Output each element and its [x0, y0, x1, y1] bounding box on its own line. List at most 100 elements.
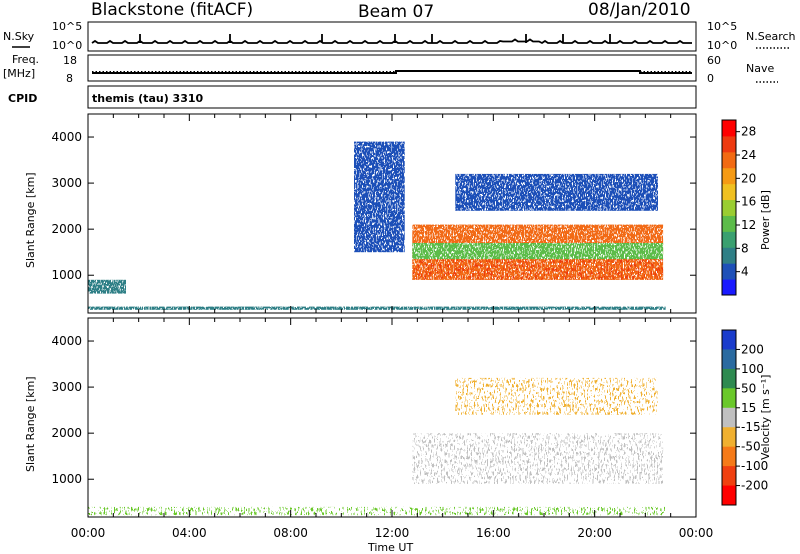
scatter-region-far-sparse-scatter: [455, 377, 658, 415]
nsky-tick-bottom: 10^0: [52, 39, 82, 52]
freq-tick-top: 18: [63, 54, 77, 67]
cpid-label: CPID: [8, 92, 37, 105]
colorbar-swatch: [722, 120, 736, 137]
y-tick-label: 4000: [51, 130, 82, 144]
colorbar-swatch: [722, 247, 736, 264]
y-tick-label: 2000: [51, 426, 82, 440]
cpid-value: themis (tau) 3310: [92, 92, 204, 105]
colorbar-tick-label: 15: [741, 401, 756, 415]
y-tick-label: 2000: [51, 222, 82, 236]
power-panel: 1000 2000 3000 4000 Slant Range [km] 4 8 12 16…: [24, 113, 772, 314]
colorbar-swatch: [722, 263, 736, 280]
scatter-region-far-sparse-scatter: [455, 173, 658, 211]
time-axis-title: Time UT: [367, 541, 413, 554]
colorbar-swatch: [722, 368, 736, 389]
power-data-layer: [88, 141, 666, 310]
nsky-tick-top: 10^5: [52, 20, 82, 33]
colorbar-tick-label: 8: [741, 241, 749, 255]
colorbar-swatch: [722, 167, 736, 185]
y-tick-label: 1000: [51, 472, 82, 486]
y-tick-label: 1000: [51, 268, 82, 282]
freq-label: Freq.: [12, 53, 39, 66]
velocity-ticks: 1000 2000 3000 4000: [51, 318, 697, 517]
velocity-panel: 1000 2000 3000 4000 Slant Range [km] 200 100…: [24, 317, 772, 518]
colorbar-tick-label: -50: [741, 440, 761, 454]
freq-frame: [87, 54, 697, 82]
colorbar-swatch: [722, 199, 736, 216]
nsky-trace: [91, 34, 692, 45]
velocity-data-layer: [88, 377, 666, 516]
scatter-region-main-band-low-velocity: [412, 433, 664, 484]
colorbar-tick-label: -100: [741, 459, 768, 473]
colorbar-swatch: [722, 330, 736, 350]
nave-tick-top: 60: [707, 54, 721, 67]
nsearch-tick-bottom: 10^0: [707, 39, 737, 52]
velocity-colorbar: 200 100 50 15 -15 -50 -100 -200: [721, 329, 768, 506]
colorbar-tick-label: 50: [741, 381, 756, 395]
colorbar-swatch: [722, 231, 736, 248]
nave-label: Nave: [746, 62, 774, 75]
colorbar-tick-label: 12: [741, 218, 756, 232]
velocity-colorbar-label: Velocity [m s⁻¹]: [759, 375, 772, 460]
scatter-region-ground-scatter-near-range: [88, 306, 666, 310]
scatter-region-ground-scatter-near-range: [88, 506, 666, 516]
x-tick-label: 08:00: [273, 526, 308, 540]
x-tick-label: 04:00: [172, 526, 207, 540]
colorbar-swatch: [722, 151, 736, 169]
date-label: 08/Jan/2010: [588, 0, 691, 20]
colorbar-swatch: [722, 427, 736, 448]
power-ylabel: Slant Range [km]: [24, 172, 37, 268]
nsky-label: N.Sky: [3, 30, 35, 43]
station-title: Blackstone (fitACF): [91, 0, 253, 20]
power-ticks: 1000 2000 3000 4000: [51, 114, 697, 313]
y-tick-label: 3000: [51, 380, 82, 394]
nave-tick-bottom: 0: [707, 72, 714, 85]
x-tick-label: 00:00: [679, 526, 714, 540]
x-tick-label: 00:00: [71, 526, 106, 540]
colorbar-tick-label: -15: [741, 420, 761, 434]
colorbar-swatch: [722, 407, 736, 428]
colorbar-tick-label: 200: [741, 342, 764, 356]
colorbar-tick-label: 24: [741, 148, 756, 162]
colorbar-swatch: [722, 349, 736, 370]
colorbar-frame: [721, 329, 737, 506]
velocity-ylabel: Slant Range [km]: [24, 376, 37, 472]
x-tick-label: 12:00: [375, 526, 410, 540]
scatter-region-main-band-middle: [412, 243, 664, 260]
colorbar-swatch: [722, 215, 736, 232]
velocity-frame: [87, 317, 697, 518]
x-tick-label: 16:00: [476, 526, 511, 540]
colorbar-swatch: [722, 279, 736, 296]
colorbar-tick-label: 20: [741, 171, 756, 185]
colorbar-tick-label: 28: [741, 125, 756, 139]
freq-unit: [MHz]: [3, 67, 35, 80]
freq-tick-bottom: 8: [66, 72, 73, 85]
power-colorbar-label: Power [dB]: [759, 190, 772, 250]
colorbar-tick-label: -200: [741, 479, 768, 493]
cpid-panel: CPID themis (tau) 3310: [8, 85, 697, 109]
colorbar-swatch: [722, 466, 736, 487]
colorbar-tick-label: 100: [741, 362, 764, 376]
scatter-region-main-band-core: [412, 259, 664, 280]
x-tick-label: 20:00: [577, 526, 612, 540]
colorbar-frame: [721, 119, 737, 296]
freq-trace: [92, 70, 692, 74]
freq-panel: Freq. [MHz] 18 8 60 0 Nave: [3, 53, 778, 85]
nsky-panel: N.Sky 10^5 10^0 10^5 10^0 N.Search: [3, 20, 796, 52]
power-colorbar: 4 8 12 16 20 24 28: [721, 119, 756, 296]
y-tick-label: 4000: [51, 334, 82, 348]
colorbar-tick-label: 4: [741, 265, 749, 279]
nsearch-tick-top: 10^5: [707, 20, 737, 33]
beam-label: Beam 07: [358, 2, 434, 22]
scatter-region-scattered-echoes: [354, 141, 405, 253]
colorbar-swatch: [722, 485, 736, 506]
colorbar-swatch: [722, 135, 736, 153]
nsky-frame: [87, 21, 697, 52]
scatter-region-early-patch: [88, 279, 126, 294]
y-tick-label: 3000: [51, 176, 82, 190]
colorbar-swatch: [722, 388, 736, 409]
nsearch-label: N.Search: [746, 30, 796, 43]
colorbar-tick-label: 16: [741, 195, 756, 209]
colorbar-swatch: [722, 446, 736, 467]
